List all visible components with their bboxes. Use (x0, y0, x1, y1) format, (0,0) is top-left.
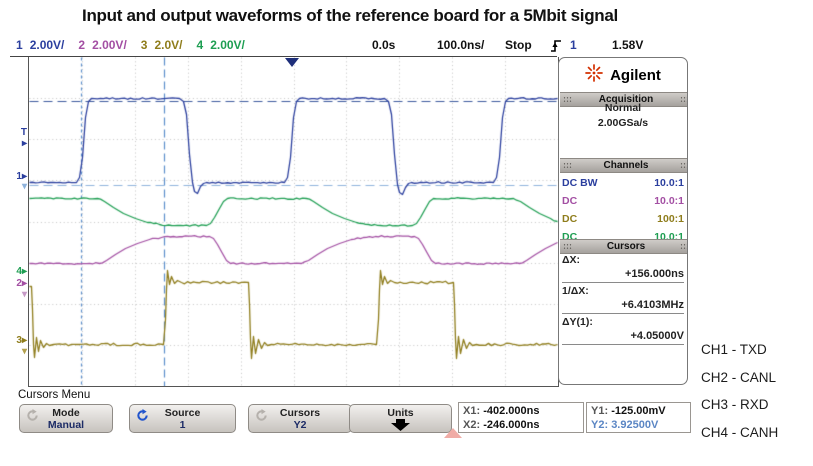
cursor-row-3: ΔY(1): +4.05000V (562, 316, 684, 345)
cursors-panel-title: Cursors (606, 241, 646, 252)
channels-panel-header[interactable]: Channels (560, 158, 687, 173)
cursor-measurement-rows: ΔX: +156.000ns 1/ΔX: +6.4103MHz ΔY(1): +4.050… (562, 254, 684, 347)
trace-marker[interactable]: 1▸ (16, 171, 27, 182)
trace-marker[interactable]: 2▸ (16, 278, 27, 289)
brand-logo: Agilent (559, 61, 687, 89)
header-divider (10, 56, 557, 57)
drag-grip-icon[interactable] (563, 96, 572, 103)
waveform-display[interactable] (28, 57, 559, 387)
selection-pointer (444, 428, 462, 438)
cursors-panel-header[interactable]: Cursors (560, 239, 687, 254)
softkey-units[interactable]: Units (349, 404, 452, 433)
channel-1-scale: 1 2.00V/ (16, 38, 65, 52)
scope-status-bar: 1 2.00V/2 2.00V/3 2.0V/4 2.00V/ 0.0s 100.0ns… (10, 38, 690, 56)
waveform-canvas[interactable] (29, 57, 558, 386)
drag-grip-icon[interactable] (680, 162, 687, 169)
acquisition-panel-header[interactable]: Acquisition (560, 92, 687, 107)
agilent-spark-icon (585, 63, 603, 87)
x1-value: -402.000ns (483, 405, 540, 417)
cursor-row-2: 1/ΔX: +6.4103MHz (562, 285, 684, 314)
run-state: Stop (505, 38, 532, 52)
page-title: Input and output waveforms of the refere… (82, 6, 618, 25)
channel-legend: CH1 - TXD CH2 - CANL CH3 - RXD CH4 - CANH (701, 336, 778, 446)
trace-marker[interactable]: ▸ (21, 138, 27, 149)
y1-label: Y1: (591, 405, 609, 417)
trace-marker[interactable]: T (20, 127, 27, 138)
channel-row-2: DC 10.0:1 (562, 195, 684, 207)
brand-name: Agilent (610, 66, 661, 84)
x-cursor-readout-box: X1: -402.000ns X2: -246.000ns (458, 402, 584, 433)
x2-value: -246.000ns (483, 419, 540, 431)
drag-grip-icon[interactable] (680, 96, 687, 103)
cursor-row-1: ΔX: +156.000ns (562, 254, 684, 283)
y1-value: -125.00mV (611, 405, 666, 417)
trace-marker[interactable]: ▾ (21, 181, 27, 192)
channel-ground-markers: T ▸ 1▸ ▾ 4▸ 2▸ ▾ 3▸ ▾ (0, 0, 30, 466)
softkey-cursors[interactable]: Cursors Y2 (248, 404, 352, 433)
channel-2-scale: 2 2.00V/ (78, 38, 127, 52)
trigger-source: 1 (570, 38, 577, 52)
channel-row-1: DC BW 10.0:1 (562, 177, 684, 189)
y2-label: Y2: (591, 419, 609, 431)
knob-icon (136, 409, 149, 425)
edge-trigger-icon (550, 39, 563, 56)
trace-marker[interactable]: ▾ (21, 289, 27, 300)
x1-label: X1: (463, 405, 481, 417)
trace-marker[interactable]: ▾ (21, 346, 27, 357)
acquisition-panel-title: Acquisition (598, 94, 654, 105)
sample-rate: 2.00GSa/s (597, 117, 649, 129)
drag-grip-icon[interactable] (680, 243, 687, 250)
legend-line: CH3 - RXD (701, 397, 769, 412)
softkey-mode[interactable]: Mode Manual (19, 404, 113, 433)
knob-icon (26, 409, 39, 425)
x2-label: X2: (463, 419, 481, 431)
softkey-source[interactable]: Source 1 (129, 404, 236, 433)
channel-scale-readouts: 1 2.00V/2 2.00V/3 2.0V/4 2.00V/ (16, 38, 259, 52)
y-cursor-readout-box: Y1: -125.00mV Y2: 3.92500V (586, 402, 691, 433)
timebase-readout: 100.0ns/ (437, 38, 485, 52)
delay-readout: 0.0s (372, 38, 396, 52)
acquisition-mode: Normal (604, 102, 642, 114)
channel-3-scale: 3 2.0V/ (140, 38, 183, 52)
menu-heading: Cursors Menu (18, 389, 91, 401)
legend-line: CH1 - TXD (701, 342, 767, 357)
y2-value: 3.92500V (611, 419, 659, 431)
channel-4-scale: 4 2.00V/ (196, 38, 245, 52)
down-arrow-icon (350, 419, 451, 434)
info-sidebar: Agilent Acquisition Normal 2.00GSa/s Cha… (558, 57, 688, 385)
trigger-position-marker[interactable] (285, 58, 299, 67)
channels-panel-title: Channels (603, 160, 649, 171)
legend-line: CH2 - CANL (701, 369, 777, 385)
trace-marker[interactable]: 4▸ (16, 266, 27, 277)
channel-settings-rows: DC BW 10.0:1 DC 10.0:1 DC 100:1 DC 10.0:1 (562, 174, 684, 246)
trigger-level-readout: 1.58V (612, 38, 644, 52)
legend-line: CH4 - CANH (701, 424, 779, 440)
knob-icon (255, 409, 268, 425)
drag-grip-icon[interactable] (563, 162, 572, 169)
drag-grip-icon[interactable] (563, 243, 572, 250)
channel-row-3: DC 100:1 (562, 213, 684, 225)
trace-marker[interactable]: 3▸ (16, 335, 27, 346)
